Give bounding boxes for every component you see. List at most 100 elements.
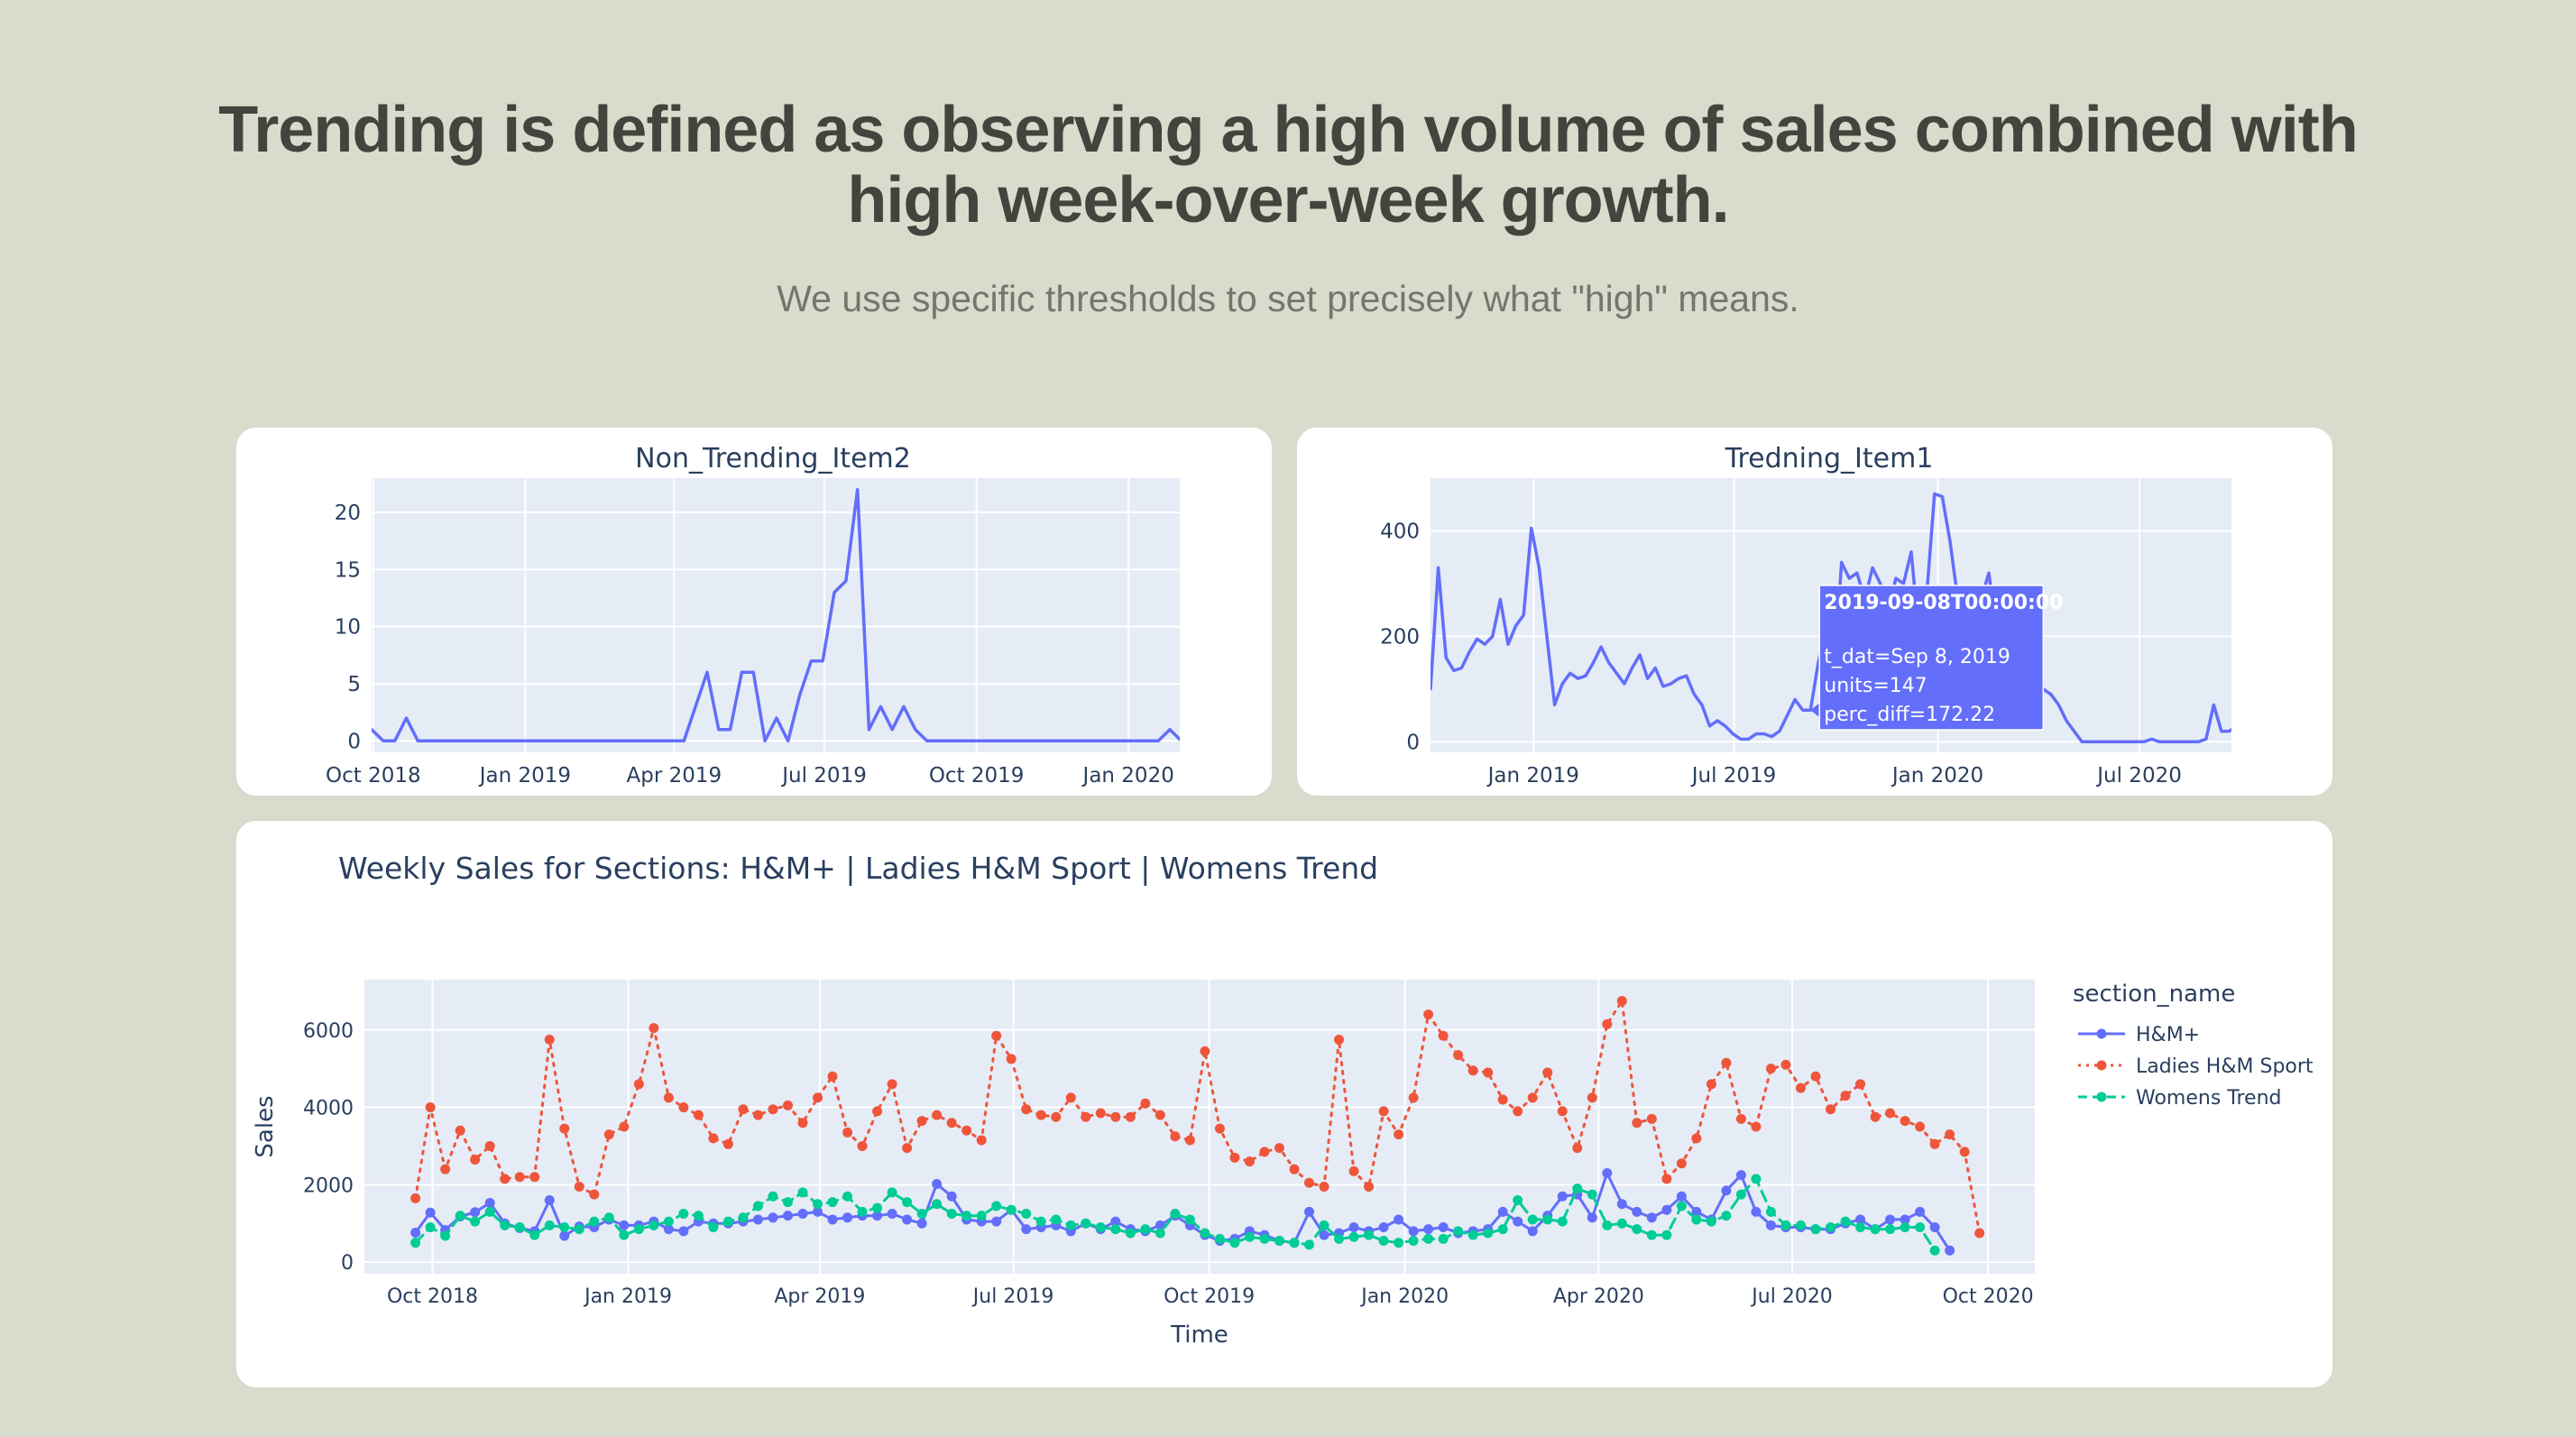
- data-point[interactable]: [813, 1206, 823, 1217]
- data-point[interactable]: [1751, 1206, 1762, 1217]
- data-point[interactable]: [1945, 1129, 1955, 1140]
- data-point[interactable]: [559, 1123, 570, 1134]
- data-point[interactable]: [1721, 1057, 1732, 1068]
- data-point[interactable]: [1945, 1245, 1955, 1256]
- data-point[interactable]: [1438, 1233, 1449, 1244]
- data-point[interactable]: [1810, 1224, 1821, 1235]
- data-point[interactable]: [1319, 1220, 1329, 1230]
- data-point[interactable]: [484, 1140, 495, 1151]
- data-point[interactable]: [693, 1211, 704, 1221]
- data-point[interactable]: [440, 1164, 451, 1174]
- data-point[interactable]: [782, 1100, 793, 1110]
- data-point[interactable]: [1810, 1071, 1821, 1082]
- data-point[interactable]: [559, 1230, 570, 1241]
- data-point[interactable]: [1691, 1214, 1702, 1225]
- data-point[interactable]: [678, 1102, 689, 1113]
- data-point[interactable]: [619, 1121, 630, 1132]
- data-point[interactable]: [1334, 1233, 1345, 1244]
- data-point[interactable]: [1081, 1111, 1091, 1122]
- data-point[interactable]: [1125, 1228, 1136, 1239]
- data-point[interactable]: [1170, 1131, 1181, 1142]
- data-point[interactable]: [1348, 1231, 1359, 1242]
- data-point[interactable]: [932, 1199, 943, 1210]
- data-point[interactable]: [1155, 1220, 1165, 1230]
- data-point[interactable]: [916, 1209, 927, 1220]
- data-point[interactable]: [1140, 1224, 1151, 1235]
- data-point[interactable]: [1915, 1121, 1926, 1132]
- data-point[interactable]: [1721, 1185, 1732, 1196]
- data-point[interactable]: [529, 1172, 540, 1183]
- data-point[interactable]: [1855, 1079, 1866, 1090]
- data-point[interactable]: [1572, 1143, 1583, 1154]
- data-point[interactable]: [1735, 1189, 1746, 1200]
- data-point[interactable]: [1394, 1129, 1404, 1140]
- data-point[interactable]: [827, 1071, 838, 1082]
- data-point[interactable]: [1676, 1191, 1687, 1202]
- data-point[interactable]: [708, 1222, 719, 1233]
- data-point[interactable]: [1587, 1212, 1597, 1223]
- data-point[interactable]: [991, 1216, 1002, 1227]
- data-point[interactable]: [1408, 1226, 1419, 1237]
- data-point[interactable]: [1319, 1230, 1329, 1240]
- data-point[interactable]: [976, 1211, 987, 1221]
- data-point[interactable]: [1632, 1118, 1642, 1128]
- data-point[interactable]: [1184, 1135, 1195, 1146]
- data-point[interactable]: [1840, 1216, 1851, 1227]
- weekly-sales-chart[interactable]: Weekly Sales for Sections: H&M+ | Ladies…: [236, 821, 2332, 1387]
- data-point[interactable]: [1170, 1209, 1181, 1220]
- data-point[interactable]: [1513, 1216, 1523, 1227]
- data-point[interactable]: [872, 1106, 883, 1117]
- data-point[interactable]: [1602, 1167, 1613, 1178]
- data-point[interactable]: [1021, 1104, 1032, 1115]
- data-point[interactable]: [857, 1140, 868, 1151]
- data-point[interactable]: [932, 1178, 943, 1189]
- data-point[interactable]: [1184, 1214, 1195, 1225]
- data-point[interactable]: [1632, 1224, 1642, 1235]
- data-point[interactable]: [1378, 1222, 1389, 1233]
- data-point[interactable]: [1826, 1104, 1836, 1115]
- data-point[interactable]: [663, 1224, 674, 1235]
- data-point[interactable]: [1735, 1170, 1746, 1181]
- data-point[interactable]: [633, 1079, 644, 1090]
- data-point[interactable]: [1929, 1245, 1940, 1256]
- data-point[interactable]: [589, 1189, 600, 1200]
- data-point[interactable]: [1244, 1231, 1255, 1242]
- data-point[interactable]: [1765, 1220, 1776, 1230]
- data-point[interactable]: [1364, 1230, 1375, 1240]
- data-point[interactable]: [1259, 1233, 1270, 1244]
- data-point[interactable]: [1274, 1143, 1284, 1154]
- data-point[interactable]: [782, 1211, 793, 1221]
- data-point[interactable]: [961, 1211, 972, 1221]
- data-point[interactable]: [842, 1127, 853, 1138]
- data-point[interactable]: [1721, 1211, 1732, 1221]
- data-point[interactable]: [1795, 1082, 1806, 1093]
- data-point[interactable]: [410, 1193, 421, 1203]
- data-point[interactable]: [1155, 1228, 1165, 1239]
- data-point[interactable]: [1497, 1206, 1508, 1217]
- data-point[interactable]: [738, 1104, 749, 1115]
- data-point[interactable]: [1661, 1174, 1672, 1184]
- data-point[interactable]: [1900, 1116, 1910, 1127]
- data-point[interactable]: [529, 1230, 540, 1240]
- data-point[interactable]: [500, 1174, 511, 1184]
- data-point[interactable]: [1378, 1106, 1389, 1117]
- data-point[interactable]: [1691, 1206, 1702, 1217]
- data-point[interactable]: [1870, 1224, 1881, 1235]
- data-point[interactable]: [1826, 1222, 1836, 1233]
- data-point[interactable]: [1259, 1147, 1270, 1157]
- data-point[interactable]: [1765, 1064, 1776, 1074]
- data-point[interactable]: [1557, 1216, 1568, 1227]
- data-point[interactable]: [1214, 1123, 1225, 1134]
- data-point[interactable]: [1751, 1121, 1762, 1132]
- data-point[interactable]: [544, 1034, 555, 1045]
- data-point[interactable]: [842, 1212, 853, 1223]
- data-point[interactable]: [752, 1201, 763, 1211]
- data-point[interactable]: [1780, 1220, 1791, 1230]
- data-point[interactable]: [946, 1209, 957, 1220]
- data-point[interactable]: [649, 1023, 659, 1034]
- data-point[interactable]: [1021, 1224, 1032, 1235]
- data-point[interactable]: [1200, 1228, 1210, 1239]
- data-point[interactable]: [887, 1209, 897, 1220]
- data-point[interactable]: [827, 1214, 838, 1225]
- data-point[interactable]: [574, 1181, 584, 1192]
